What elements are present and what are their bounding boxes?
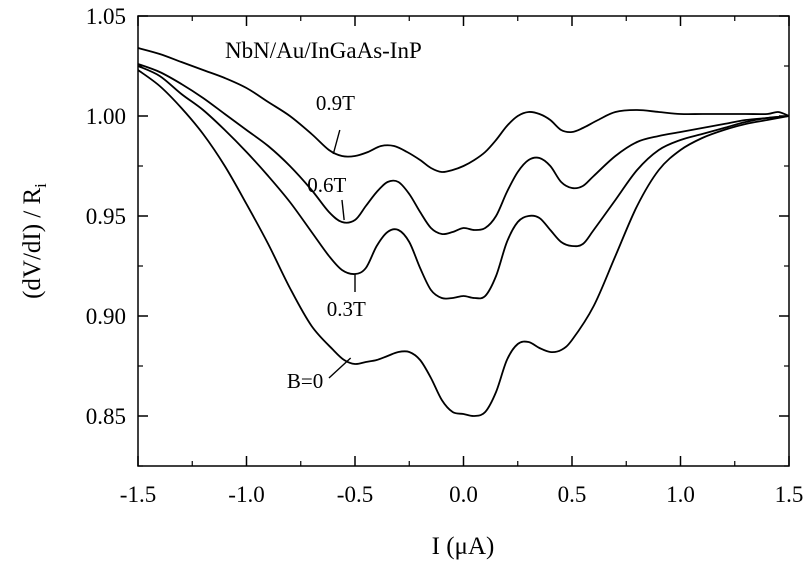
tick-marks [137,15,790,467]
x-tick-label: 1.0 [666,482,695,507]
x-tick-label: -1.0 [228,482,264,507]
x-tick-label: -0.5 [337,482,373,507]
series-line-0-9t [137,47,790,173]
tick-labels: -1.5 -1.0 -0.5 0.0 0.5 1.0 1.5 0.85 0.90 0.95 1.00… [86,4,804,507]
y-axis-title-subscript: i [31,183,50,188]
y-tick-label: 0.85 [86,404,126,429]
series-annotations: 0.9T 0.6T 0.3T B=0 [287,91,366,393]
series-label-b-0: B=0 [287,369,323,393]
series-lines [137,47,790,417]
series-line-0-3t [137,65,790,300]
x-tick-label: 0.5 [558,482,587,507]
series-leader-0-6t [341,199,345,221]
x-tick-label: 1.5 [775,482,804,507]
y-tick-label: 0.90 [86,304,126,329]
y-tick-label: 1.05 [86,4,126,29]
x-tick-label: -1.5 [120,482,156,507]
series-line-0-6t [137,63,790,236]
y-axis-title-group: (dV/dI) / Ri [19,183,50,299]
series-line-b-0 [137,69,790,417]
series-leader-b-0 [328,357,352,379]
x-tick-label: 0.0 [449,482,478,507]
series-label-0-6t: 0.6T [307,173,346,197]
x-axis-title: I (μA) [432,533,495,560]
series-leader-0-9t [332,129,341,155]
chart-title: NbN/Au/InGaAs-InP [225,38,422,63]
series-label-0-3t: 0.3T [327,297,366,321]
svg-text:(dV/dI) / Ri: (dV/dI) / Ri [19,183,50,299]
y-axis-title: (dV/dI) / R [19,188,46,299]
y-tick-label: 1.00 [86,104,126,129]
series-label-0-9t: 0.9T [316,91,355,115]
y-tick-label: 0.95 [86,204,126,229]
